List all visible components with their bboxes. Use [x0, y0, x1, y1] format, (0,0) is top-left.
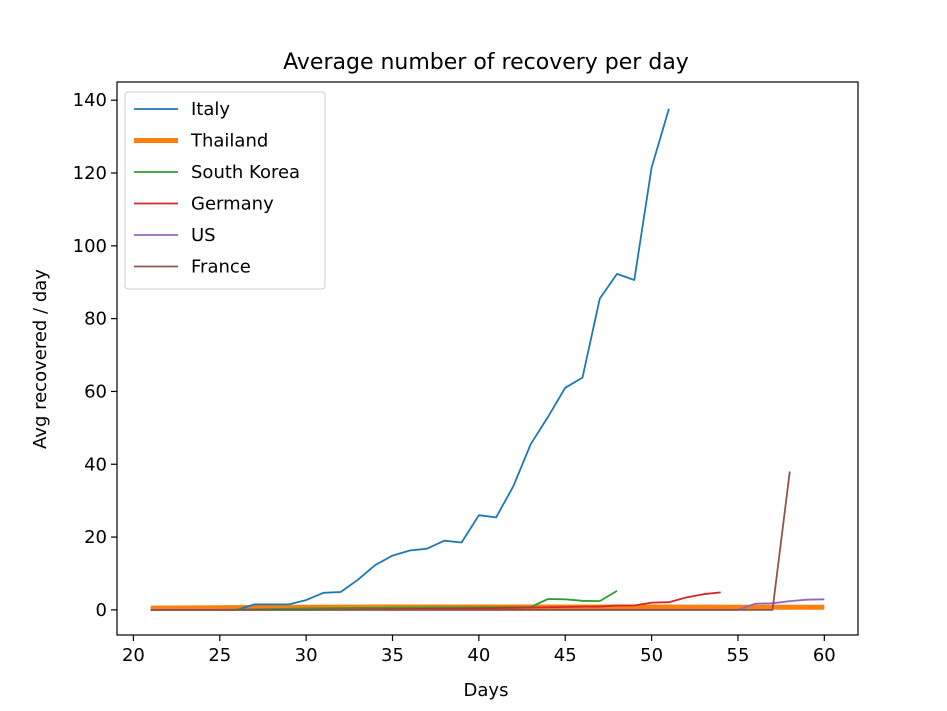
- legend-label-south-korea: South Korea: [191, 162, 300, 183]
- y-tick-label: 80: [84, 309, 107, 330]
- x-axis-label: Days: [464, 680, 509, 701]
- x-tick-label: 30: [295, 645, 318, 666]
- series-line-france: [150, 471, 791, 611]
- y-axis-ticks: 0 20 40 60 80 100 120 140: [73, 90, 117, 621]
- y-tick-label: 20: [84, 527, 107, 548]
- x-tick-label: 55: [727, 645, 750, 666]
- y-tick-label: 60: [84, 381, 107, 402]
- y-tick-label: 0: [96, 600, 107, 621]
- legend-label-germany: Germany: [191, 194, 274, 215]
- x-axis-ticks: 20 25 30 35 40 45 50 55 60: [122, 635, 836, 666]
- x-tick-label: 50: [640, 645, 663, 666]
- y-tick-label: 100: [73, 236, 107, 257]
- chart-title: Average number of recovery per day: [283, 50, 689, 75]
- legend-label-france: France: [191, 257, 251, 278]
- series-lines: [150, 108, 825, 611]
- x-tick-label: 60: [813, 645, 836, 666]
- y-axis-label: Avg recovered / day: [30, 269, 51, 449]
- legend-label-thailand: Thailand: [190, 131, 268, 152]
- x-tick-label: 35: [381, 645, 404, 666]
- x-tick-label: 45: [554, 645, 577, 666]
- y-tick-label: 140: [73, 90, 107, 111]
- y-tick-label: 120: [73, 163, 107, 184]
- legend: Italy Thailand South Korea Germany US France: [124, 91, 326, 290]
- x-tick-label: 25: [208, 645, 231, 666]
- x-tick-label: 20: [122, 645, 145, 666]
- legend-label-italy: Italy: [191, 99, 230, 120]
- x-tick-label: 40: [467, 645, 490, 666]
- legend-label-us: US: [191, 225, 216, 246]
- y-tick-label: 40: [84, 454, 107, 475]
